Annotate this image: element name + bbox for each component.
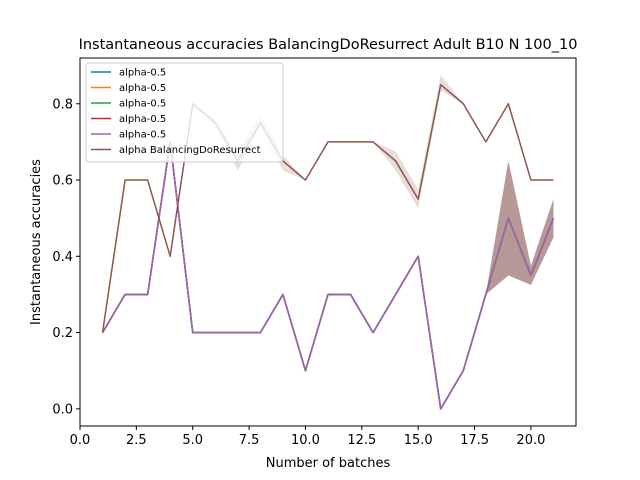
x-tick-label: 10.0	[291, 433, 320, 448]
legend-label: alpha-0.5	[119, 68, 166, 79]
y-axis: 0.0 0.2 0.4 0.6 0.8	[52, 97, 80, 417]
series-1-band	[102, 141, 554, 409]
legend-label: alpha-0.5	[119, 114, 166, 125]
x-tick-label: 5.0	[182, 433, 203, 448]
series-4-band	[102, 141, 554, 409]
x-axis-label: Number of batches	[266, 456, 391, 471]
series-5-band	[102, 141, 554, 409]
plot-area	[101, 75, 555, 410]
x-tick-label: 17.5	[460, 433, 489, 448]
chart-title: Instantaneous accuracies BalancingDoResu…	[79, 37, 578, 53]
y-tick-label: 0.6	[52, 174, 73, 189]
x-tick-label: 12.5	[347, 433, 376, 448]
series-2-band	[102, 141, 554, 409]
x-tick-label: 0.0	[70, 433, 91, 448]
series-6-line	[101, 83, 554, 333]
legend-label: alpha-0.5	[119, 83, 166, 94]
axes-frame	[79, 57, 577, 427]
y-tick-label: 0.8	[52, 97, 73, 112]
y-tick-label: 0.2	[52, 326, 73, 341]
x-tick-label: 15.0	[404, 433, 433, 448]
legend-label: alpha BalancingDoResurrect	[119, 145, 261, 156]
y-tick-label: 0.4	[52, 250, 73, 265]
legend-label: alpha-0.5	[119, 99, 166, 110]
y-axis-label: Instantaneous accuracies	[29, 159, 44, 325]
series-3-band	[102, 141, 554, 409]
x-tick-label: 20.0	[516, 433, 545, 448]
legend-label: alpha-0.5	[119, 130, 166, 141]
x-tick-label: 7.5	[239, 433, 260, 448]
y-tick-label: 0.0	[52, 402, 73, 417]
x-axis: 0.0 2.5 5.0 7.5 10.0 12.5 15.0 17.5 20.0	[70, 426, 545, 448]
legend: alpha-0.5 alpha-0.5 alpha-0.5 alpha-0.5 alph…	[85, 62, 284, 163]
x-tick-label: 2.5	[126, 433, 147, 448]
legend-box	[85, 62, 284, 163]
